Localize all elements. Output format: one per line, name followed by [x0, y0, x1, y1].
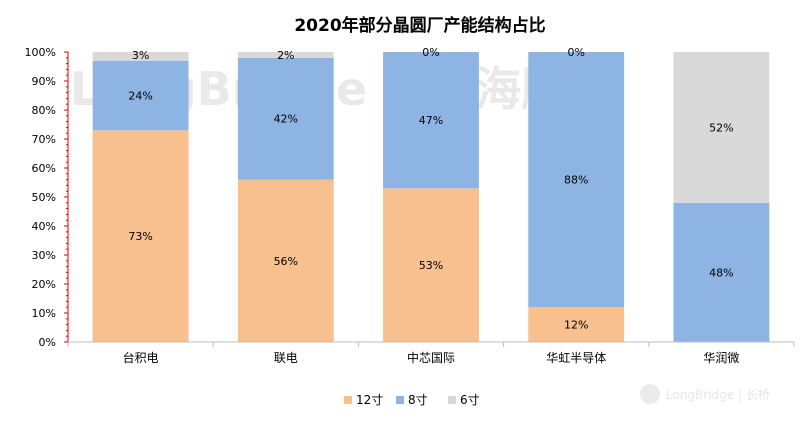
x-tick-label: 台积电	[123, 350, 159, 365]
data-label: 2%	[277, 49, 294, 62]
data-label: 56%	[274, 255, 298, 268]
y-tick-label: 0%	[39, 336, 56, 349]
x-tick-label: 中芯国际	[407, 350, 455, 365]
y-tick-label: 100%	[25, 46, 56, 59]
data-label: 3%	[132, 49, 149, 62]
y-tick-label: 90%	[32, 75, 56, 88]
legend-swatch	[448, 396, 456, 404]
bar-segment	[673, 202, 770, 342]
data-label: 53%	[419, 259, 443, 272]
legend-label: 8寸	[408, 393, 428, 407]
legend-label: 12寸	[356, 393, 383, 407]
data-label: 47%	[419, 114, 443, 127]
bar-segment	[528, 307, 625, 342]
data-label: 24%	[128, 90, 152, 103]
data-label: 88%	[564, 174, 588, 187]
bar-segment	[92, 130, 189, 342]
y-tick-label: 10%	[32, 307, 56, 320]
y-tick-label: 60%	[32, 162, 56, 175]
data-label: 52%	[709, 121, 733, 134]
bar-segment	[528, 52, 625, 308]
watermark-corner-text: LongBridge | 长桥	[666, 388, 770, 402]
chart-title: 2020年部分晶圆厂产能结构占比	[294, 15, 545, 36]
y-tick-label: 70%	[32, 133, 56, 146]
x-tick-label: 华润微	[703, 351, 739, 365]
data-label: 48%	[709, 266, 733, 279]
y-tick-label: 40%	[32, 220, 56, 233]
legend: 12寸 8寸 6寸	[344, 393, 480, 407]
legend-swatch	[344, 396, 352, 404]
watermark-logo: LongBridge | 长桥	[640, 384, 770, 404]
logo-icon	[640, 384, 660, 404]
bar-segment	[237, 57, 334, 180]
bar-segment	[92, 60, 189, 131]
bar-segment	[237, 52, 334, 58]
bar-segment	[383, 188, 479, 342]
data-label: 0%	[567, 46, 584, 59]
legend-label: 6寸	[460, 393, 480, 407]
bar-segment	[237, 179, 334, 342]
x-axis: 台积电 联电 中芯国际 华虹半导体 华润微	[67, 341, 795, 365]
x-tick-label: 联电	[274, 351, 298, 365]
x-tick-label: 华虹半导体	[546, 351, 606, 365]
y-tick-label: 50%	[32, 191, 56, 204]
bar-segment	[92, 52, 189, 61]
legend-swatch	[396, 396, 404, 404]
data-label: 0%	[422, 46, 439, 59]
data-label: 73%	[128, 230, 152, 243]
bars: 73%24%3%56%42%2%53%47%0%12%88%0%0%48%52%	[92, 46, 770, 344]
y-axis: 0% 10% 20% 30% 40% 50% 60% 70% 80% 90% 100%	[25, 46, 69, 349]
bar-segment	[673, 52, 770, 203]
bar-segment	[383, 52, 479, 189]
y-tick-label: 80%	[32, 104, 56, 117]
y-tick-label: 30%	[32, 249, 56, 262]
data-label: 42%	[274, 113, 298, 126]
y-tick-label: 20%	[32, 278, 56, 291]
data-label: 12%	[564, 319, 588, 332]
